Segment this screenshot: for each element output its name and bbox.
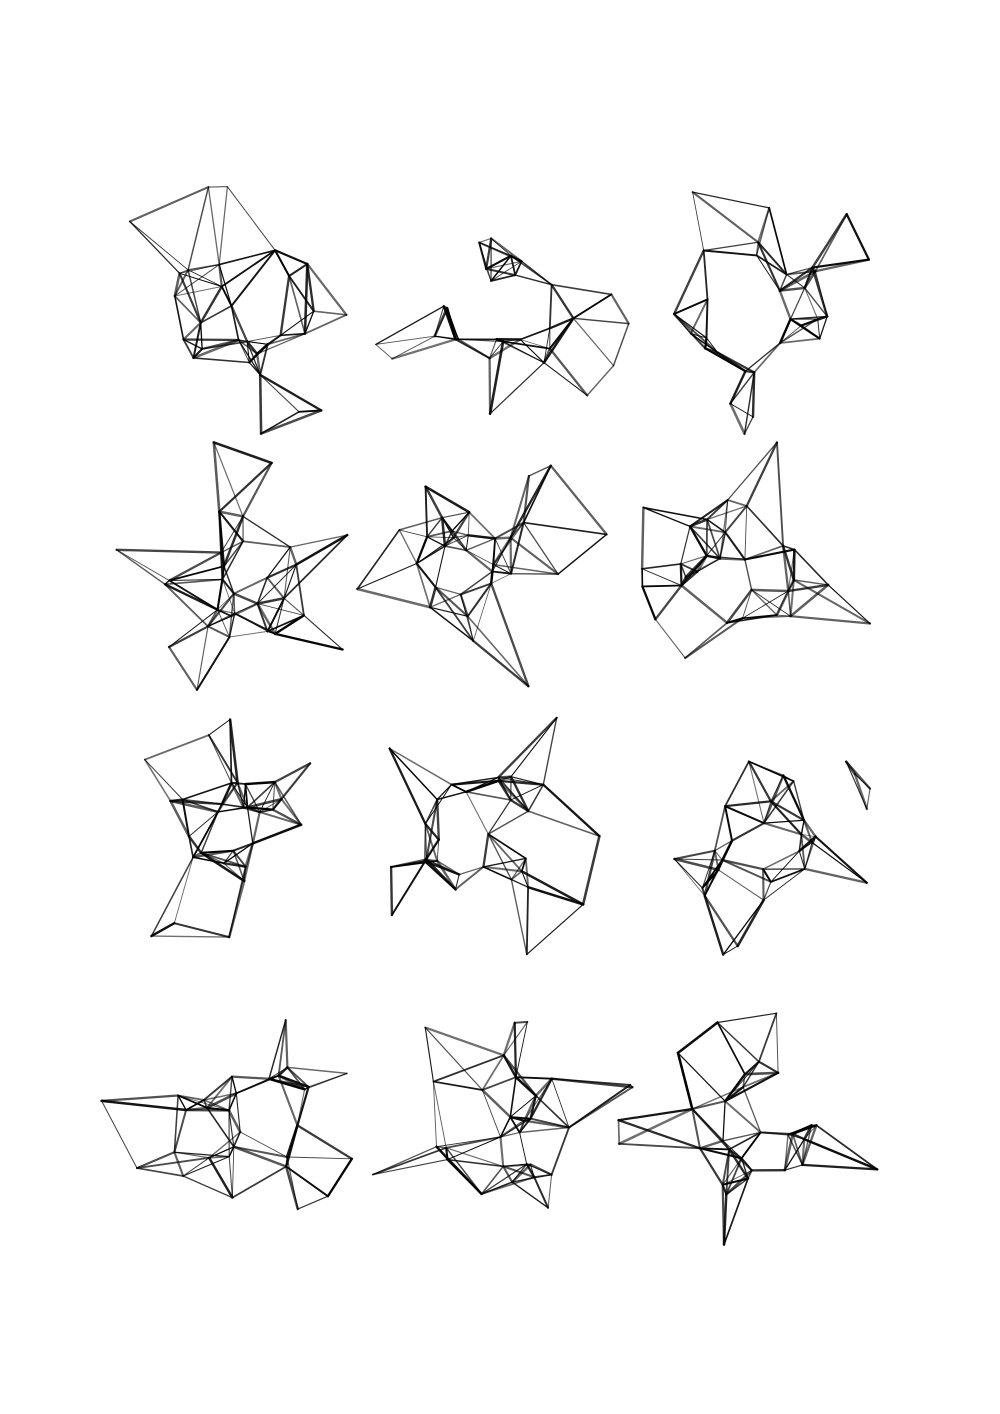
wireframe-edge [752,590,789,591]
wireframe-edge [391,867,392,915]
wireframe-edge [763,869,764,900]
wireframe-edge [260,375,261,434]
wireframe-edge [515,1023,516,1077]
wireframe-edge [184,340,239,341]
wireframe-edge [619,1120,620,1144]
wireframe-edge [642,586,681,587]
wireframe-edge [723,1185,724,1245]
wireframe-edge [515,1022,528,1023]
wireframe-edge [681,564,682,586]
wireframe-edge [490,358,491,414]
wireframe-edge [437,800,439,840]
wireframe-edge [642,508,643,569]
wireframe-edge [495,538,511,539]
wireframe-edge [425,824,426,861]
